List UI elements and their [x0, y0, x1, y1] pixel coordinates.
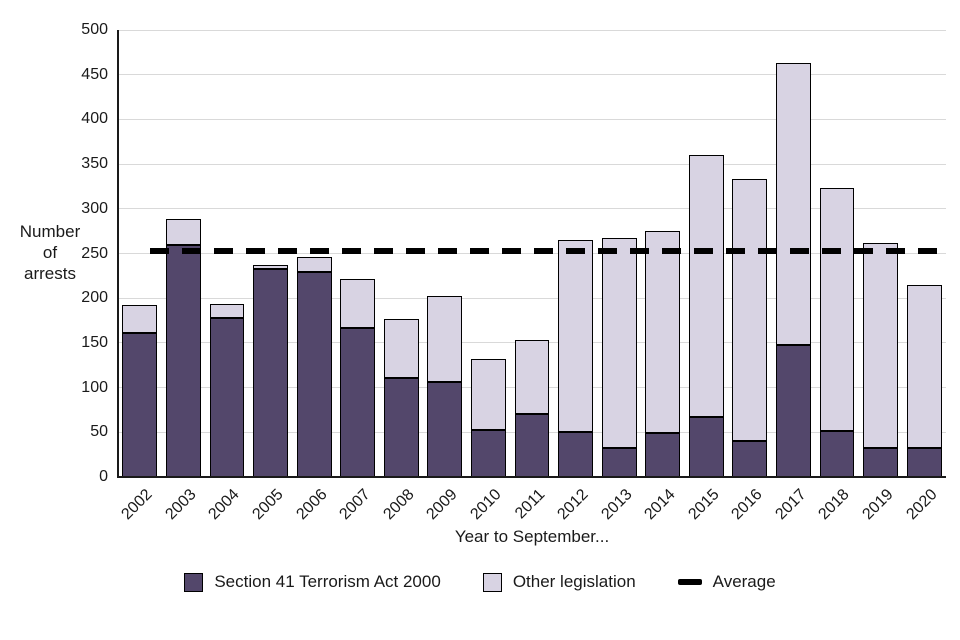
y-tick-label-300: 300 [81, 199, 108, 217]
other-legislation-segment-2003 [165, 218, 201, 245]
other-legislation-segment-2008 [383, 318, 419, 378]
section41-segment-2007 [340, 327, 376, 477]
other-legislation-segment-2010 [470, 359, 506, 430]
plot-area: 0 50 100 150 200 250 300 350 400 450 500 2002 2003 20… [81, 21, 946, 523]
y-tick-label-400: 400 [81, 110, 108, 128]
y-axis-title: Number of arrests [19, 222, 81, 283]
legend-label-section41: Section 41 Terrorism Act 2000 [214, 572, 441, 591]
other-legislation-segment-2009 [427, 295, 463, 383]
other-legislation-segment-2011 [514, 340, 550, 414]
other-legislation-segment-2019 [863, 242, 899, 449]
legend-label-average: Average [712, 572, 776, 591]
section41-segment-2003 [165, 244, 201, 477]
legend-item-other-legislation: Other legislation [482, 572, 636, 592]
x-tick-text-2006: 2006 [292, 486, 331, 524]
other-legislation-segment-2005 [253, 265, 288, 269]
x-tick-text-2008: 2008 [380, 486, 418, 524]
other-legislation-segment-2004 [209, 304, 245, 318]
gridline-500 [118, 29, 946, 31]
section41-segment-2011 [514, 413, 550, 477]
section41-segment-2017 [776, 344, 811, 477]
section41-segment-2018 [819, 431, 855, 477]
section41-segment-2005 [253, 268, 288, 477]
other-legislation-segment-2012 [558, 240, 593, 433]
other-legislation-segment-2006 [296, 257, 332, 273]
legend-item-section41: Section 41 Terrorism Act 2000 [184, 572, 441, 592]
x-tick-text-2003: 2003 [162, 486, 200, 524]
section41-segment-2012 [558, 432, 593, 477]
gridline-450 [118, 74, 946, 76]
y-tick-label-250: 250 [81, 244, 108, 262]
section41-segment-2019 [863, 448, 899, 477]
section41-segment-2020 [906, 447, 942, 477]
x-tick-text-2013: 2013 [597, 486, 636, 524]
x-axis-title: Year to September... [454, 527, 610, 546]
x-axis-line [117, 476, 946, 478]
section41-segment-2008 [383, 377, 419, 477]
x-tick-text-2011: 2011 [511, 486, 549, 523]
legend-label-other-legislation: Other legislation [512, 572, 636, 591]
y-tick-label-200: 200 [81, 289, 108, 307]
gridline-300 [118, 208, 946, 210]
x-tick-text-2017: 2017 [772, 486, 810, 524]
x-tick-text-2007: 2007 [336, 486, 374, 524]
y-tick-label-450: 450 [81, 65, 108, 83]
y-tick-label-0: 0 [99, 468, 108, 485]
other-legislation-segment-2014 [645, 231, 681, 434]
section41-segment-2010 [470, 429, 506, 477]
x-tick-text-2019: 2019 [859, 486, 897, 524]
other-legislation-segment-2013 [601, 238, 637, 449]
other-legislation-segment-2018 [819, 188, 855, 432]
other-legislation-swatch [482, 572, 502, 592]
section41-segment-2006 [296, 272, 332, 477]
other-legislation-segment-2016 [732, 179, 768, 442]
other-legislation-segment-2002 [122, 305, 158, 334]
average-line [150, 247, 942, 254]
section41-segment-2014 [645, 433, 681, 477]
other-legislation-segment-2015 [688, 155, 724, 418]
other-legislation-segment-2020 [906, 284, 942, 448]
x-tick-text-2014: 2014 [641, 486, 679, 524]
gridline-350 [118, 163, 946, 165]
section41-swatch [184, 572, 204, 592]
x-tick-text-2018: 2018 [815, 486, 854, 524]
x-tick-text-2020: 2020 [903, 486, 941, 524]
other-legislation-segment-2007 [340, 278, 376, 328]
other-legislation-segment-2017 [776, 63, 811, 345]
x-tick-text-2016: 2016 [728, 486, 766, 524]
section41-segment-2016 [732, 441, 768, 477]
y-tick-label-350: 350 [81, 155, 108, 173]
section41-segment-2009 [427, 382, 463, 477]
y-tick-label-500: 500 [81, 21, 108, 38]
y-axis-line [117, 30, 119, 477]
y-tick-label-50: 50 [90, 423, 108, 441]
gridline-400 [118, 118, 946, 120]
x-tick-text-2010: 2010 [467, 486, 505, 524]
x-tick-text-2005: 2005 [249, 486, 287, 524]
x-tick-text-2004: 2004 [205, 486, 243, 524]
section41-segment-2004 [209, 317, 245, 477]
legend-item-average: Average [677, 572, 776, 592]
y-tick-label-100: 100 [81, 378, 108, 396]
x-tick-text-2012: 2012 [554, 486, 592, 524]
legend: Section 41 Terrorism Act 2000 Other legi… [0, 572, 960, 592]
x-tick-text-2002: 2002 [118, 486, 156, 524]
y-tick-label-150: 150 [81, 333, 108, 351]
average-dash-icon [677, 579, 702, 585]
x-tick-text-2009: 2009 [423, 486, 461, 524]
section41-segment-2013 [601, 448, 637, 477]
x-tick-text-2015: 2015 [685, 486, 723, 524]
gridline-200 [118, 297, 946, 299]
section41-segment-2015 [688, 417, 724, 477]
section41-segment-2002 [122, 333, 158, 477]
